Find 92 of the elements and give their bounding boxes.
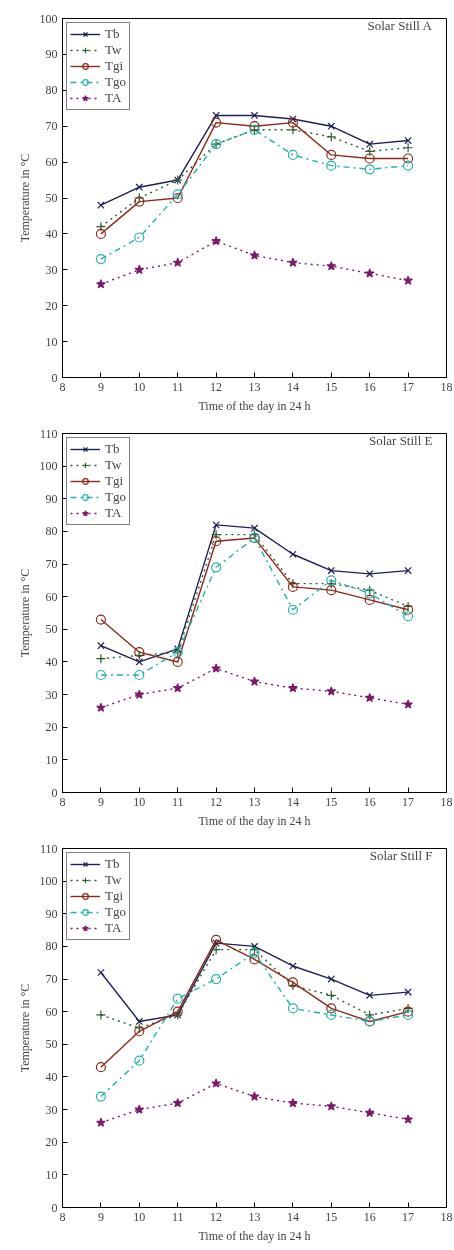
x-axis-title: Time of the day in 24 h [198,1228,311,1243]
y-tick-label: 20 [45,720,58,735]
x-tick-label: 18 [440,794,453,809]
y-tick-label: 110 [39,426,58,441]
x-tick-label: 14 [286,379,299,394]
y-tick-label: 50 [45,1037,58,1052]
y-tick-label: 40 [45,226,58,241]
x-tick-label: 17 [402,379,415,394]
y-tick-label: 110 [39,841,58,856]
x-tick-label: 17 [402,794,415,809]
annotation: Solar Still E [368,432,433,448]
x-tick-label: 8 [59,1209,66,1224]
y-tick-label: 10 [45,752,58,767]
y-tick-label: 80 [45,524,58,539]
legend-label: Tw [105,457,123,473]
legend-label: Tgo [105,904,126,920]
annotation: Solar Still A [367,17,433,33]
y-tick-label: 70 [45,972,58,987]
legend-label: Tgi [105,473,125,489]
x-tick-label: 9 [97,379,104,394]
y-tick-label: 40 [45,654,58,669]
y-tick-label: 100 [39,459,58,474]
y-tick-label: 70 [45,119,58,134]
legend-label: Tgo [105,74,126,90]
y-tick-label: 90 [45,491,58,506]
y-tick-label: 70 [45,557,58,572]
x-tick-label: 15 [325,794,338,809]
y-tick-label: 60 [45,589,58,604]
legend-label: Tgi [105,888,125,904]
legend-label: Tb [105,26,121,42]
x-tick-label: 9 [97,1209,104,1224]
x-tick-label: 13 [248,379,261,394]
y-tick-label: 30 [45,262,58,277]
y-tick-label: 80 [45,83,58,98]
y-tick-label: 90 [45,906,58,921]
legend-label: Tw [105,42,123,58]
x-tick-label: 12 [210,794,223,809]
y-tick-label: 100 [39,11,58,26]
x-tick-label: 15 [325,1209,338,1224]
x-tick-label: 12 [210,1209,223,1224]
legend-label: Tgo [105,489,126,505]
x-tick-label: 16 [363,1209,376,1224]
y-tick-label: 20 [45,298,58,313]
y-tick-label: 50 [45,191,58,205]
y-tick-label: 0 [51,370,58,385]
x-tick-label: 15 [325,379,338,394]
x-tick-label: 13 [248,794,261,809]
x-tick-label: 18 [440,379,453,394]
x-tick-label: 11 [171,379,184,394]
x-tick-label: 17 [402,1209,415,1224]
legend-label: TA [105,505,123,521]
legend-label: Tgi [105,58,125,74]
x-tick-label: 10 [133,794,146,809]
legend-label: Tb [105,856,121,872]
x-axis-title: Time of the day in 24 h [198,813,311,828]
y-tick-label: 20 [45,1135,58,1150]
x-tick-label: 14 [286,1209,299,1224]
y-tick-label: 50 [45,622,58,637]
x-tick-label: 10 [133,1209,146,1224]
y-tick-label: 30 [45,1102,58,1117]
x-tick-label: 13 [248,1209,261,1224]
x-axis-title: Time of the day in 24 h [198,398,311,413]
y-tick-label: 30 [45,687,58,702]
y-tick-label: 40 [45,1069,58,1084]
y-tick-label: 60 [45,155,58,170]
y-tick-label: 100 [39,874,58,889]
y-tick-label: 10 [45,334,58,349]
legend-label: Tw [105,872,123,888]
y-tick-label: 10 [45,1167,58,1182]
y-tick-label: 90 [45,47,58,62]
x-tick-label: 16 [363,794,376,809]
x-tick-label: 18 [440,1209,453,1224]
legend-label: Tb [105,441,121,457]
x-tick-label: 14 [286,794,299,809]
y-tick-label: 80 [45,939,58,954]
y-axis-title: Temperature in °C [17,568,32,658]
legend-label: TA [105,90,123,106]
x-tick-label: 9 [97,794,104,809]
legend-label: TA [105,920,123,936]
x-tick-label: 16 [363,379,376,394]
y-tick-label: 60 [45,1004,58,1019]
x-tick-label: 12 [210,379,223,394]
x-tick-label: 8 [59,794,66,809]
y-tick-label: 0 [51,1200,58,1215]
y-tick-label: 0 [51,785,58,800]
y-axis-title: Temperature in °C [17,153,32,243]
x-tick-label: 11 [171,794,184,809]
y-axis-title: Temperature in °C [17,983,32,1073]
x-tick-label: 11 [171,1209,184,1224]
x-tick-label: 10 [133,379,146,394]
x-tick-label: 8 [59,379,66,394]
annotation: Solar Still F [369,847,433,863]
